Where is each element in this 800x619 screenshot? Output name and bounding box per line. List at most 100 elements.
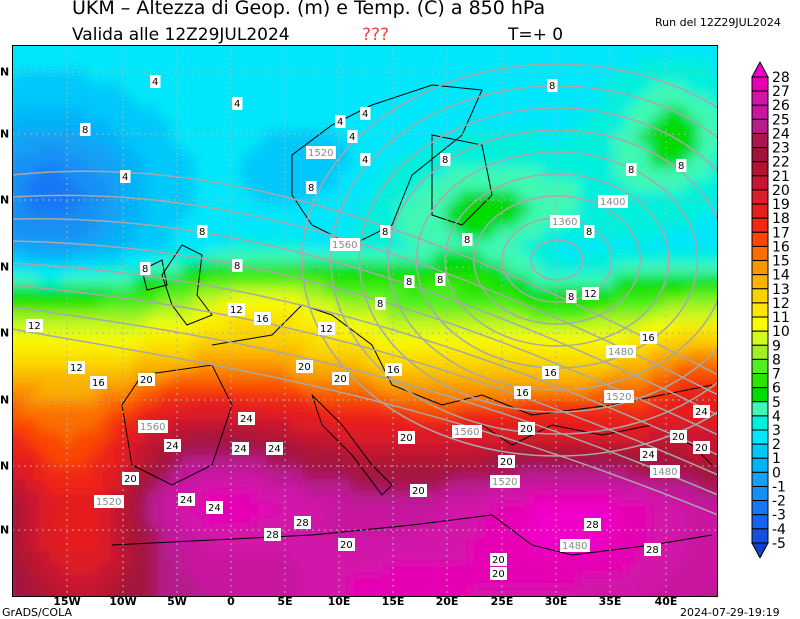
field-cell xyxy=(314,443,327,456)
field-cell xyxy=(122,395,135,408)
field-cell xyxy=(242,47,255,60)
field-cell xyxy=(338,227,351,240)
field-cell xyxy=(50,119,63,132)
field-cell xyxy=(158,131,171,144)
field-cell xyxy=(698,431,711,444)
field-cell xyxy=(26,359,39,372)
field-cell xyxy=(38,515,51,528)
field-cell xyxy=(470,191,483,204)
field-cell xyxy=(446,203,459,216)
field-cell xyxy=(50,323,63,336)
field-cell xyxy=(362,95,375,108)
field-cell xyxy=(98,323,111,336)
field-cell xyxy=(158,371,171,384)
colorbar-label: 1 xyxy=(772,451,781,467)
field-cell xyxy=(74,431,87,444)
field-cell xyxy=(182,275,195,288)
field-cell xyxy=(686,311,699,324)
field-cell xyxy=(590,563,603,576)
field-cell xyxy=(12,371,15,384)
field-cell xyxy=(386,563,399,576)
field-cell xyxy=(206,527,219,540)
contour-label-bg xyxy=(640,448,657,461)
field-cell xyxy=(602,575,615,588)
field-cell xyxy=(302,431,315,444)
field-cell xyxy=(194,191,207,204)
field-cell xyxy=(434,563,447,576)
field-cell xyxy=(146,431,159,444)
contour-label: 8 xyxy=(308,183,314,194)
field-cell xyxy=(12,515,15,528)
field-cell xyxy=(626,539,639,552)
field-cell xyxy=(542,119,555,132)
field-cell xyxy=(614,287,627,300)
field-cell xyxy=(446,59,459,72)
field-cell xyxy=(146,359,159,372)
field-cell xyxy=(74,167,87,180)
field-cell xyxy=(110,251,123,264)
field-cell xyxy=(470,47,483,60)
colorbar-label: 15 xyxy=(772,254,790,270)
geopotential-contours xyxy=(12,63,718,516)
field-cell xyxy=(38,287,51,300)
field-cell xyxy=(110,323,123,336)
field-cell xyxy=(338,491,351,504)
colorbar-swatch xyxy=(751,118,769,134)
field-cell xyxy=(566,143,579,156)
field-cell xyxy=(566,179,579,192)
field-cell xyxy=(698,119,711,132)
field-cell xyxy=(542,227,555,240)
field-cell xyxy=(386,143,399,156)
field-cell xyxy=(554,263,567,276)
field-cell xyxy=(62,491,75,504)
field-cell xyxy=(314,431,327,444)
field-cell xyxy=(422,527,435,540)
field-cell xyxy=(218,359,231,372)
contour-label-bg xyxy=(232,259,243,272)
field-cell xyxy=(170,311,183,324)
colorbar-label: 21 xyxy=(772,169,790,185)
field-cell xyxy=(698,455,711,468)
field-cell xyxy=(530,251,543,264)
field-cell xyxy=(122,47,135,60)
field-cell xyxy=(110,527,123,540)
field-cell xyxy=(350,419,363,432)
field-cell xyxy=(446,263,459,276)
field-cell xyxy=(314,71,327,84)
field-cell xyxy=(446,251,459,264)
field-cell xyxy=(362,179,375,192)
field-cell xyxy=(566,119,579,132)
map-title: UKM – Altezza di Geop. (m) e Temp. (C) a… xyxy=(72,0,546,19)
field-cell xyxy=(314,503,327,516)
field-cell xyxy=(602,251,615,264)
field-cell xyxy=(506,143,519,156)
field-cell xyxy=(230,383,243,396)
field-cell xyxy=(626,179,639,192)
field-cell xyxy=(50,503,63,516)
field-cell xyxy=(254,527,267,540)
field-cell xyxy=(482,251,495,264)
field-cell xyxy=(194,59,207,72)
field-cell xyxy=(314,563,327,576)
field-cell xyxy=(494,527,507,540)
field-cell xyxy=(614,503,627,516)
field-cell xyxy=(434,45,447,48)
field-cell xyxy=(158,167,171,180)
field-cell xyxy=(434,575,447,588)
field-cell xyxy=(314,371,327,384)
field-cell xyxy=(266,107,279,120)
field-cell xyxy=(302,45,315,48)
field-cell xyxy=(458,83,471,96)
field-cell xyxy=(518,563,531,576)
field-cell xyxy=(326,179,339,192)
field-cell xyxy=(662,191,675,204)
field-cell xyxy=(98,155,111,168)
field-cell xyxy=(386,311,399,324)
field-cell xyxy=(230,515,243,528)
field-cell xyxy=(122,131,135,144)
field-cell xyxy=(566,107,579,120)
field-cell xyxy=(26,407,39,420)
field-cell xyxy=(434,443,447,456)
field-cell xyxy=(362,359,375,372)
field-cell xyxy=(590,179,603,192)
